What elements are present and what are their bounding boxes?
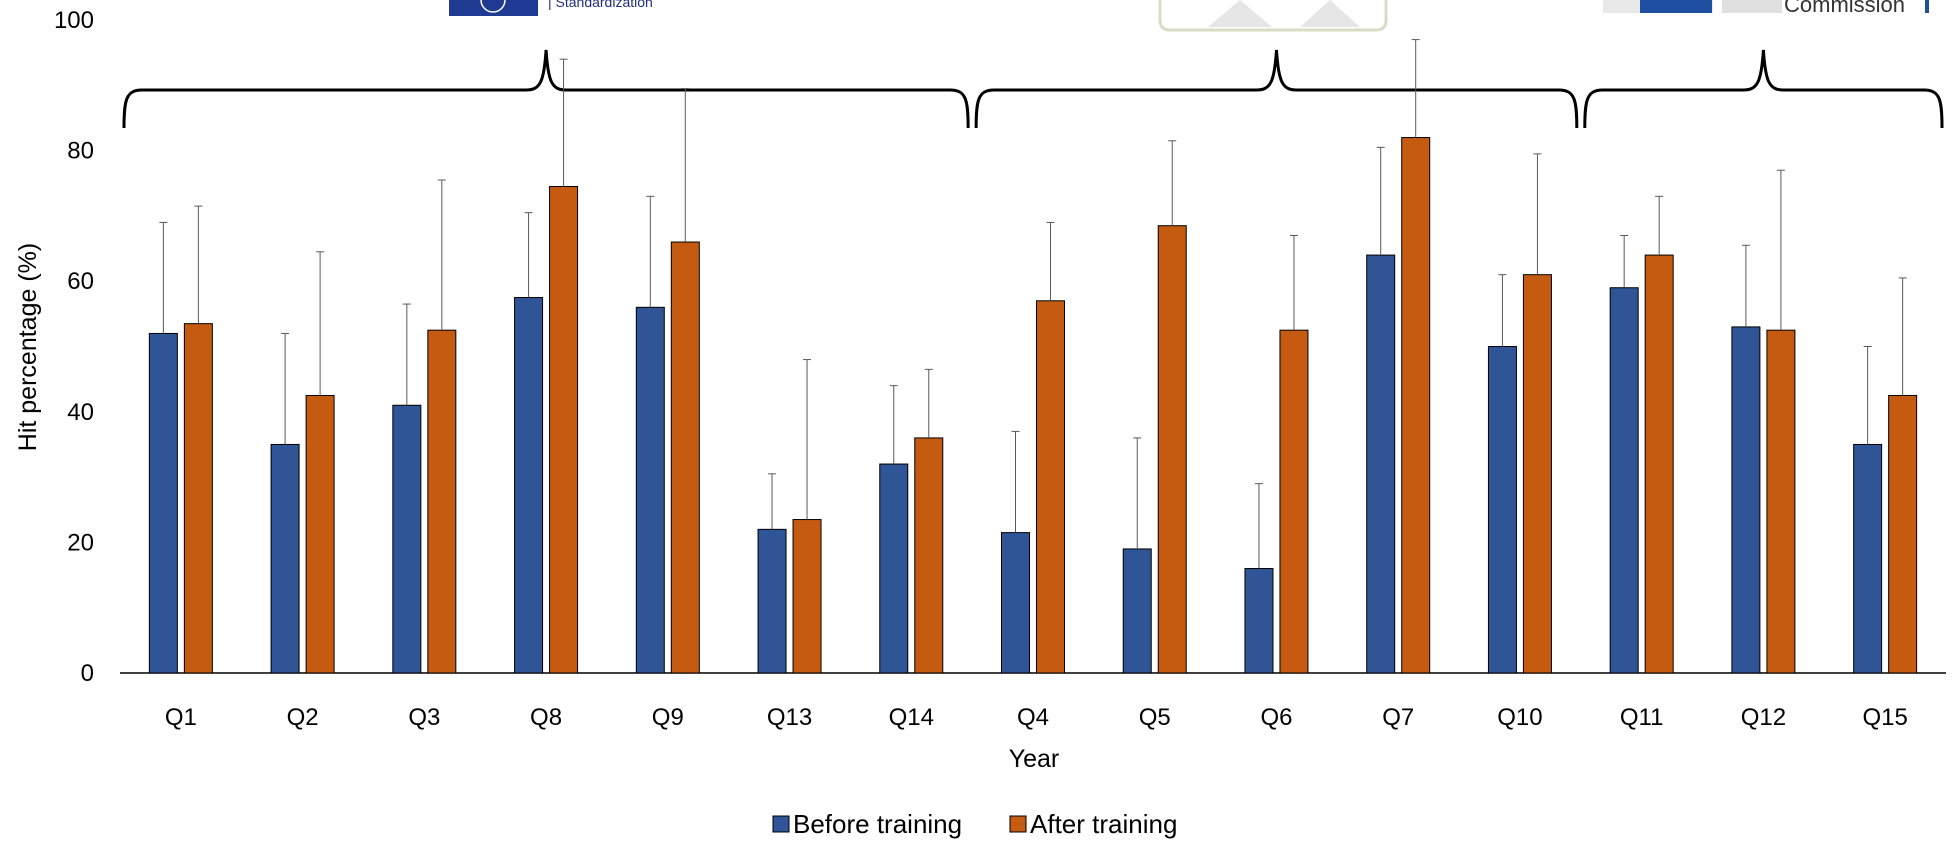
- x-axis-title: Year: [1009, 745, 1060, 773]
- x-tick-label-q2: Q2: [287, 704, 319, 731]
- y-tick-label: 20: [67, 529, 94, 556]
- group-brackets: [122, 49, 1944, 129]
- bar-before-q6: [1244, 568, 1274, 674]
- bar-after-q7: [1401, 137, 1431, 674]
- x-tick-label-q5: Q5: [1139, 704, 1171, 731]
- bar-before-q13: [757, 528, 787, 674]
- bar-before-q3: [392, 404, 422, 674]
- x-tick-labels: Q1 Q2 Q3 Q8 Q9 Q13 Q14 Q4 Q5 Q6 Q7 Q10 Q11 Q12 Q15: [165, 704, 1908, 731]
- logo-left: | Standardization: [449, 0, 653, 16]
- legend-label-before: Before training: [793, 809, 962, 839]
- y-tick-label: 80: [67, 138, 94, 165]
- x-tick-label-q12: Q12: [1741, 704, 1786, 731]
- bar-after-q3: [427, 329, 457, 674]
- bar-before-q8: [514, 297, 544, 674]
- bar-after-q13: [792, 519, 822, 674]
- x-tick-label-q3: Q3: [408, 704, 440, 731]
- group-bracket-3: [1583, 49, 1944, 129]
- bar-before-q5: [1122, 548, 1152, 674]
- x-tick-label-q9: Q9: [652, 704, 684, 731]
- y-tick-label: 40: [67, 399, 94, 426]
- legend-swatch-after: [1009, 815, 1027, 833]
- bar-before-q7: [1366, 254, 1396, 674]
- x-tick-label-q10: Q10: [1497, 704, 1542, 731]
- group-bracket-2: [974, 49, 1579, 129]
- x-tick-label-q6: Q6: [1260, 704, 1292, 731]
- y-tick-labels: 0 20 40 60 80 100: [54, 7, 94, 687]
- bar-after-q2: [305, 394, 335, 674]
- x-tick-label-q11: Q11: [1620, 704, 1664, 731]
- x-tick-label-q7: Q7: [1382, 704, 1414, 731]
- bar-after-q14: [914, 437, 944, 674]
- bar-after-q12: [1766, 329, 1796, 674]
- bar-before-q1: [148, 332, 178, 674]
- x-tick-label-q15: Q15: [1862, 704, 1907, 731]
- x-tick-label-q1: Q1: [165, 704, 197, 731]
- bar-after-q4: [1036, 300, 1065, 674]
- bar-before-q11: [1609, 287, 1639, 674]
- bar-after-q15: [1888, 394, 1918, 674]
- x-tick-label-q13: Q13: [767, 704, 812, 731]
- bar-before-q12: [1731, 326, 1761, 674]
- logo-center: [1158, 0, 1388, 32]
- group-bracket-1: [122, 49, 970, 129]
- error-bars: [159, 39, 1907, 569]
- x-tick-label-q8: Q8: [530, 704, 562, 731]
- legend-swatch-before: [772, 815, 790, 833]
- bar-after-q10: [1522, 274, 1552, 674]
- bars: [148, 137, 1918, 674]
- bar-before-q2: [270, 443, 300, 674]
- bar-before-q10: [1487, 346, 1517, 674]
- y-tick-label: 60: [67, 268, 94, 295]
- logo-right: Commission: [1603, 0, 1929, 17]
- bar-after-q6: [1279, 329, 1309, 674]
- bar-before-q14: [879, 463, 909, 674]
- bar-after-q5: [1157, 225, 1187, 674]
- bar-after-q9: [670, 241, 700, 674]
- x-tick-label-q14: Q14: [889, 704, 934, 731]
- bar-after-q1: [183, 323, 213, 674]
- bar-after-q8: [549, 186, 579, 674]
- bar-before-q4: [1001, 532, 1030, 674]
- x-tick-label-q4: Q4: [1017, 704, 1049, 731]
- y-tick-label: 0: [81, 660, 94, 687]
- y-axis-title: Hit percentage (%): [14, 243, 42, 451]
- legend-label-after: After training: [1030, 809, 1177, 839]
- logo-left-caption: | Standardization: [548, 0, 653, 10]
- legend: Before training After training: [772, 809, 1177, 839]
- bar-before-q9: [635, 306, 665, 674]
- bar-before-q15: [1853, 443, 1883, 674]
- bar-after-q11: [1644, 254, 1674, 674]
- logo-right-caption: Commission: [1784, 0, 1905, 17]
- y-tick-label: 100: [54, 7, 94, 34]
